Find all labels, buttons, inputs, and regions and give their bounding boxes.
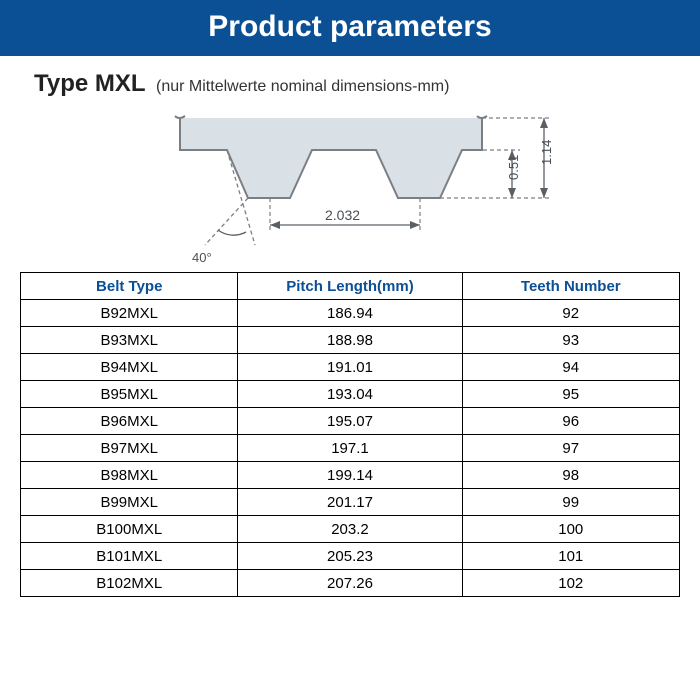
table-cell: 101 <box>462 543 679 570</box>
angle-arc <box>218 230 246 235</box>
table-row: B97MXL197.197 <box>21 435 680 462</box>
table-head: Belt TypePitch Length(mm)Teeth Number <box>21 273 680 300</box>
profile-diagram: 40° 2.032 0.51 1.14 <box>0 104 700 272</box>
type-heading: Type MXL <box>34 70 146 97</box>
arrowhead-icon <box>540 188 548 198</box>
table-cell: B95MXL <box>21 381 238 408</box>
type-subtitle: (nur Mittelwerte nominal dimensions-mm) <box>156 78 449 95</box>
table-cell: B99MXL <box>21 489 238 516</box>
table-row: B101MXL205.23101 <box>21 543 680 570</box>
total-height-label: 1.14 <box>539 140 554 165</box>
table-header-cell: Belt Type <box>21 273 238 300</box>
table-cell: 205.23 <box>238 543 462 570</box>
table-cell: 199.14 <box>238 462 462 489</box>
table-row: B99MXL201.1799 <box>21 489 680 516</box>
table-cell: 99 <box>462 489 679 516</box>
table-header-cell: Pitch Length(mm) <box>238 273 462 300</box>
table-cell: 97 <box>462 435 679 462</box>
table-cell: 195.07 <box>238 408 462 435</box>
table-cell: B102MXL <box>21 570 238 597</box>
table-cell: 92 <box>462 300 679 327</box>
table-row: B93MXL188.9893 <box>21 327 680 354</box>
table-cell: 207.26 <box>238 570 462 597</box>
table-row: B98MXL199.1498 <box>21 462 680 489</box>
spec-table: Belt TypePitch Length(mm)Teeth Number B9… <box>20 272 680 597</box>
table-cell: 96 <box>462 408 679 435</box>
belt-profile-shape <box>180 118 482 198</box>
table-cell: B96MXL <box>21 408 238 435</box>
break-mark-icon <box>175 116 185 118</box>
table-cell: B93MXL <box>21 327 238 354</box>
table-row: B102MXL207.26102 <box>21 570 680 597</box>
arrowhead-icon <box>410 221 420 229</box>
table-cell: 203.2 <box>238 516 462 543</box>
table-cell: 98 <box>462 462 679 489</box>
table-header-cell: Teeth Number <box>462 273 679 300</box>
table-cell: 197.1 <box>238 435 462 462</box>
table-row: B95MXL193.0495 <box>21 381 680 408</box>
table-cell: 100 <box>462 516 679 543</box>
table-body: B92MXL186.9492B93MXL188.9893B94MXL191.01… <box>21 300 680 597</box>
table-row: B96MXL195.0796 <box>21 408 680 435</box>
table-cell: 193.04 <box>238 381 462 408</box>
pitch-label: 2.032 <box>325 207 360 223</box>
angle-line <box>205 198 248 245</box>
table-cell: B98MXL <box>21 462 238 489</box>
spec-table-wrap: Belt TypePitch Length(mm)Teeth Number B9… <box>0 272 700 597</box>
table-cell: 191.01 <box>238 354 462 381</box>
arrowhead-icon <box>270 221 280 229</box>
table-cell: B101MXL <box>21 543 238 570</box>
table-row: B94MXL191.0194 <box>21 354 680 381</box>
table-cell: B100MXL <box>21 516 238 543</box>
table-cell: 94 <box>462 354 679 381</box>
table-cell: 201.17 <box>238 489 462 516</box>
tooth-height-label: 0.51 <box>506 155 521 180</box>
heading-row: Type MXL (nur Mittelwerte nominal dimens… <box>0 56 700 104</box>
arrowhead-icon <box>508 188 516 198</box>
table-cell: 93 <box>462 327 679 354</box>
table-cell: B97MXL <box>21 435 238 462</box>
title-banner: Product parameters <box>0 0 700 56</box>
table-cell: 95 <box>462 381 679 408</box>
table-row: B92MXL186.9492 <box>21 300 680 327</box>
belt-profile-svg: 40° 2.032 0.51 1.14 <box>120 110 580 268</box>
table-cell: B92MXL <box>21 300 238 327</box>
table-cell: 102 <box>462 570 679 597</box>
table-cell: 188.98 <box>238 327 462 354</box>
angle-label: 40° <box>192 250 212 265</box>
table-header-row: Belt TypePitch Length(mm)Teeth Number <box>21 273 680 300</box>
table-cell: B94MXL <box>21 354 238 381</box>
table-cell: 186.94 <box>238 300 462 327</box>
arrowhead-icon <box>540 118 548 128</box>
table-row: B100MXL203.2100 <box>21 516 680 543</box>
